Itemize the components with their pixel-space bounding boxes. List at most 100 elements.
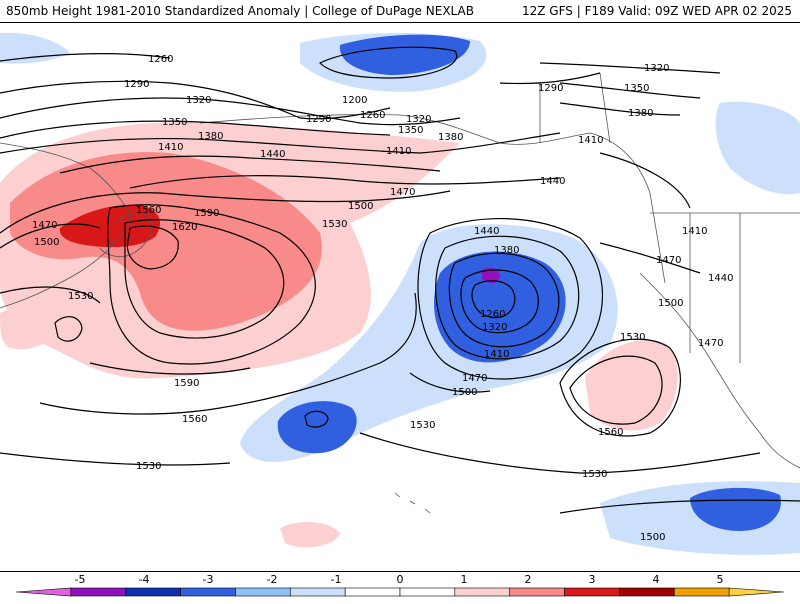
colorbar-segment (564, 587, 620, 597)
contour-1350 (0, 120, 391, 139)
negative-anomaly-northeast (715, 101, 800, 195)
contour-label-1380: 1380 (198, 131, 223, 142)
contour-1290-north (0, 80, 391, 120)
contour-label-1560-e: 1560 (598, 427, 623, 438)
colorbar-segment (125, 587, 181, 597)
contour-1470-east (599, 242, 701, 274)
contour-label-1440-low: 1440 (474, 226, 499, 237)
contour-1470 (0, 190, 451, 234)
contour-1200-north (318, 46, 458, 79)
contour-label-1470-w: 1470 (32, 220, 57, 231)
positive-anomaly-east (585, 339, 678, 431)
contour-label-1620: 1620 (172, 222, 197, 233)
contour-label-1290-e: 1290 (538, 83, 563, 94)
positive-anomaly-3sd (59, 204, 160, 248)
contour-label-1470-low: 1470 (462, 373, 487, 384)
contour-label-1350-e: 1350 (624, 83, 649, 94)
colorbar-tick-minus2: -2 (267, 573, 278, 586)
map-panel: 1260 1290 1320 1350 1380 1410 1440 1470 … (0, 22, 800, 572)
contour-label-1320-e: 1320 (644, 63, 669, 74)
colorbar-segment (454, 587, 511, 597)
contour-label-1530-w: 1530 (68, 291, 93, 302)
contour-low-1440 (417, 217, 604, 380)
contour-label-1260: 1260 (148, 54, 173, 65)
contour-label-1470-e: 1470 (656, 255, 681, 266)
contour-1260-north (0, 53, 171, 62)
contour-label-1320-low: 1320 (482, 322, 507, 333)
contour-west-loop (54, 316, 83, 342)
contour-1500-mid (409, 372, 491, 393)
negative-anomaly-pacific-4sd (482, 267, 500, 284)
contour-label-1350-b: 1350 (398, 125, 423, 136)
contour-label-1410-b: 1410 (386, 146, 411, 157)
colorbar-svg: -5 -4 -3 -2 -1 0 1 2 3 4 5 (15, 573, 785, 597)
contour-label-1410-f: 1410 (682, 226, 707, 237)
contour-label-1410: 1410 (158, 142, 183, 153)
colorbar-segment (15, 587, 72, 597)
contour-low-1380 (448, 252, 560, 348)
contour-1590-loop (124, 219, 285, 339)
colorbar-segment (235, 587, 291, 597)
contour-1530-east-loop (559, 338, 681, 437)
positive-anomaly-2sd (10, 152, 322, 331)
negative-anomaly-north-2sd (339, 34, 470, 75)
north-america-coast (639, 272, 800, 469)
positive-anomaly-south (280, 521, 340, 548)
height-contours (0, 46, 800, 514)
contour-1320 (0, 97, 461, 126)
colorbar: -5 -4 -3 -2 -1 0 1 2 3 4 5 (0, 572, 800, 600)
contour-1380-east (559, 102, 681, 116)
contour-label-1500: 1500 (348, 201, 373, 212)
contour-1410-east (599, 152, 691, 209)
contour-label-1380-b: 1380 (438, 132, 463, 143)
contour-label-1440: 1440 (260, 149, 285, 160)
colorbar-tick-minus5: -5 (75, 573, 86, 586)
colorbar-segment (399, 587, 456, 597)
colorbar-ticks: -5 -4 -3 -2 -1 0 1 2 3 4 5 (75, 573, 724, 586)
contour-low-1320 (460, 269, 539, 334)
map-svg: 1260 1290 1320 1350 1380 1410 1440 1470 … (0, 32, 800, 555)
positive-anomaly-sw (0, 307, 60, 350)
contour-low-1260 (471, 280, 516, 319)
contour-1380 (0, 132, 561, 154)
colorbar-tick-minus3: -3 (203, 573, 214, 586)
contour-label-1380-low: 1380 (494, 245, 519, 256)
contour-label-1530-s: 1530 (136, 461, 161, 472)
contour-1560-loop (107, 204, 316, 365)
contour-label-1530-e: 1530 (620, 332, 645, 343)
contour-label-1200: 1200 (342, 95, 367, 106)
contour-1500-west (0, 223, 101, 249)
colorbar-tick-5: 5 (717, 573, 724, 586)
contour-1530-south (0, 452, 231, 466)
us-borders (650, 212, 800, 363)
colorbar-tick-3: 3 (589, 573, 596, 586)
colorbar-segment (289, 587, 346, 597)
contour-label-1500-low: 1500 (452, 387, 477, 398)
contour-label-1290: 1290 (124, 79, 149, 90)
alaska-coast (199, 114, 666, 284)
contour-label-1590-s: 1590 (174, 378, 199, 389)
contour-labels: 1260 1290 1320 1350 1380 1410 1440 1470 … (32, 54, 733, 543)
contour-label-1530-f: 1530 (582, 469, 607, 480)
contour-hawaii-loop (304, 410, 329, 428)
contour-1530-east (359, 432, 761, 474)
contour-label-1470-f: 1470 (698, 338, 723, 349)
negative-anomaly-southeast-2sd (690, 487, 781, 531)
colorbar-segment (344, 587, 401, 597)
contour-1560-east-loop (569, 355, 663, 425)
colorbar-segments (15, 587, 785, 597)
colorbar-tick-0: 0 (397, 573, 404, 586)
contour-label-1590: 1590 (194, 208, 219, 219)
contour-label-1260-low: 1260 (480, 309, 505, 320)
colorbar-tick-1: 1 (461, 573, 468, 586)
header-bar: 850mb Height 1981-2010 Standardized Anom… (0, 0, 800, 22)
contour-label-1500-w: 1500 (34, 237, 59, 248)
contour-1410 (59, 155, 441, 174)
contour-label-1500-e: 1500 (658, 298, 683, 309)
contour-1440 (129, 175, 561, 189)
contour-label-1380-e: 1380 (628, 108, 653, 119)
contour-label-1290-b: 1290 (306, 114, 331, 125)
colorbar-segment (673, 587, 730, 597)
canada-borders (539, 72, 611, 144)
colorbar-segment (728, 587, 785, 597)
